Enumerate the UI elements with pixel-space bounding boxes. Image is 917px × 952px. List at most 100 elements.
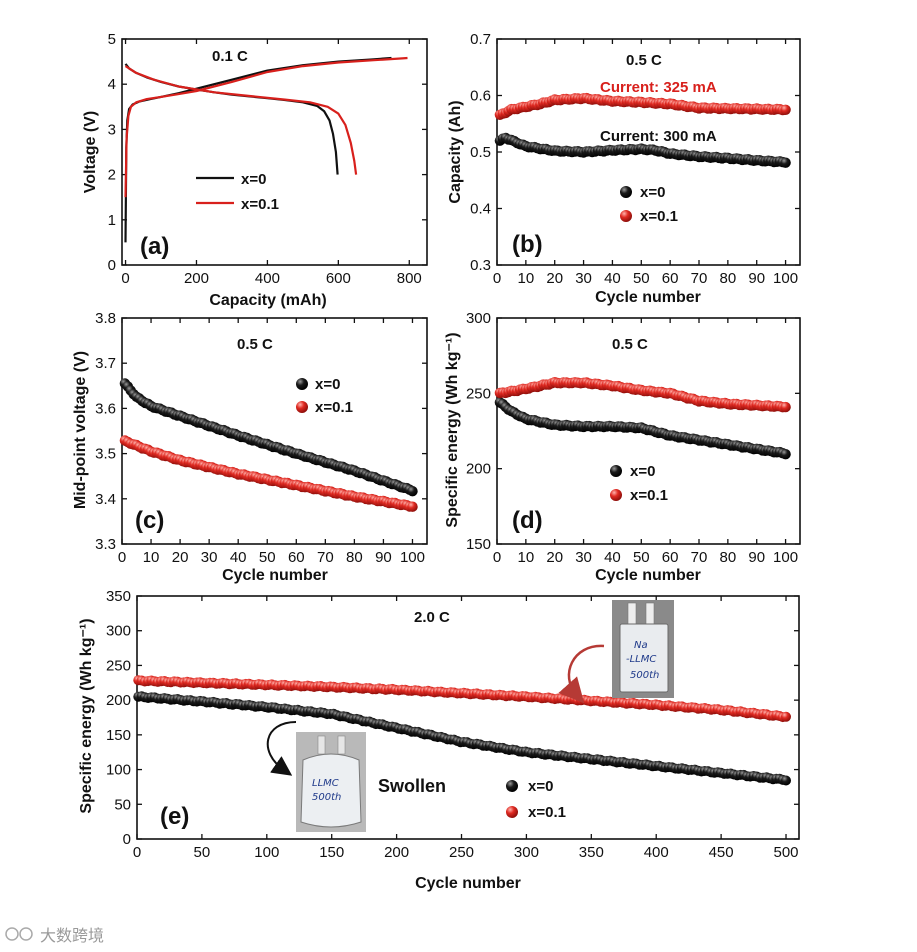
panel-b-current-325-label: Current: 325 mA (600, 79, 717, 96)
x-tick-label: 30 (575, 270, 592, 287)
panel-c-legend: x=0 x=0.1 (296, 376, 353, 416)
x-tick-label: 150 (319, 844, 344, 861)
y-tick-label: 0 (108, 257, 116, 274)
panel-a-ylabel: Voltage (V) (82, 111, 99, 193)
watermark-text: 大数跨境 (40, 926, 104, 945)
y-tick-label: 3.5 (95, 446, 116, 463)
y-tick-label: 300 (466, 310, 491, 327)
normal-cell-arrow (558, 644, 605, 704)
y-tick-label: 200 (466, 461, 491, 478)
cell-tab-left (317, 735, 326, 755)
x-tick-label: 80 (720, 549, 737, 566)
panel-d-specific-energy: 0 10 20 30 40 50 60 70 80 90 100 150 200 250 300 (d) 0… (444, 310, 801, 584)
x-tick-label: 10 (518, 549, 535, 566)
series-x01-point (407, 501, 418, 512)
legend-label-x0: x=0 (528, 778, 553, 795)
series-x0-point (780, 157, 791, 168)
y-tick-label: 2 (108, 167, 116, 184)
watermark-logo-icon (19, 927, 33, 941)
y-tick-label: 300 (106, 623, 131, 640)
x-tick-label: 0 (121, 270, 129, 287)
series-x01-point (781, 711, 791, 722)
x-tick-label: 60 (662, 270, 679, 287)
panel-b-ylabel: Capacity (Ah) (447, 100, 464, 203)
y-tick-label: 0.7 (470, 31, 491, 48)
legend-label-x0: x=0 (315, 376, 340, 393)
y-tick-label: 0.4 (470, 201, 491, 218)
normal-cell-photo: Na -LLMC 500th (612, 600, 674, 698)
panel-c-xlabel: Cycle number (222, 567, 328, 584)
cell-tab-right (645, 602, 655, 626)
legend-label-x0: x=0 (640, 184, 665, 201)
y-tick-label: 200 (106, 692, 131, 709)
y-tick-label: 100 (106, 762, 131, 779)
panel-c-midpoint-voltage: 0 10 20 30 40 50 60 70 80 90 100 3.3 3.4 3.5 3.6 3.7 3.8… (72, 310, 428, 584)
x-tick-label: 10 (143, 549, 160, 566)
x-tick-label: 400 (255, 270, 280, 287)
panel-a-plot-area: 0 200 400 600 800 0 1 2 3 4 5 (108, 31, 428, 287)
legend-label-x0: x=0 (241, 171, 266, 188)
y-tick-label: 3.4 (95, 491, 116, 508)
x-tick-label: 90 (375, 549, 392, 566)
series-x0-point (780, 449, 791, 460)
y-tick-label: 0.5 (470, 144, 491, 161)
panel-e-specific-energy-500: 0 50 100 150 200 250 300 350 400 450 500 0 50 100 150 2… (78, 588, 800, 892)
series-x01-point (780, 401, 791, 413)
x-tick-label: 40 (604, 270, 621, 287)
x-tick-label: 90 (748, 270, 765, 287)
panel-e-plot-area: 0 50 100 150 200 250 300 350 400 450 500 0 50 100 150 2… (106, 588, 800, 861)
y-tick-label: 150 (466, 536, 491, 553)
x-tick-label: 60 (288, 549, 305, 566)
cell-tab-right (337, 735, 346, 755)
panel-a-legend: x=0 x=0.1 (196, 171, 279, 213)
y-tick-label: 50 (114, 796, 131, 813)
panel-a-voltage-capacity: 0 200 400 600 800 0 1 2 3 4 5 (a) 0.1 C Capacity (… (82, 31, 428, 309)
legend-marker-x01 (620, 210, 632, 222)
panel-d-frame (496, 317, 801, 545)
panel-c-letter: (c) (135, 507, 164, 534)
x-tick-label: 100 (773, 549, 798, 566)
panel-c-frame (121, 317, 428, 545)
y-tick-label: 3.3 (95, 536, 116, 553)
normal-cell-handwriting-3: 500th (630, 670, 659, 681)
x-tick-label: 0 (493, 270, 501, 287)
panel-e-letter: (e) (160, 803, 189, 830)
legend-marker-x0 (506, 780, 518, 792)
swollen-cell-handwriting-2: 500th (312, 792, 341, 803)
panel-d-xlabel: Cycle number (595, 567, 701, 584)
panel-c-plot-area: 0 10 20 30 40 50 60 70 80 90 100 3.3 3.4 3.5 3.6 3.7 3.8 (95, 310, 428, 566)
panel-a-xlabel: Capacity (mAh) (209, 292, 326, 309)
x-tick-label: 100 (254, 844, 279, 861)
x-tick-label: 10 (518, 270, 535, 287)
normal-cell-handwriting-1: Na (634, 640, 648, 651)
x-tick-label: 0 (493, 549, 501, 566)
x-tick-label: 400 (644, 844, 669, 861)
watermark-logo-icon (5, 927, 19, 941)
x-tick-label: 80 (346, 549, 363, 566)
x-tick-label: 20 (172, 549, 189, 566)
panel-e-legend: x=0 x=0.1 (506, 778, 566, 821)
series-x0-point (407, 486, 418, 497)
swollen-pouch-body (300, 753, 362, 828)
x-tick-label: 40 (604, 549, 621, 566)
legend-label-x01: x=0.1 (640, 208, 678, 225)
panel-b-letter: (b) (512, 231, 543, 258)
x-tick-label: 70 (691, 270, 708, 287)
x-tick-label: 500 (774, 844, 799, 861)
x-tick-label: 40 (230, 549, 247, 566)
panel-e-xlabel: Cycle number (415, 875, 521, 892)
x-tick-label: 600 (326, 270, 351, 287)
x-tick-label: 80 (720, 270, 737, 287)
x-tick-label: 20 (546, 270, 563, 287)
series-x01-discharge-curve (124, 65, 358, 175)
legend-marker-x0 (296, 378, 308, 390)
y-tick-label: 250 (466, 385, 491, 402)
series-x0-point (781, 775, 791, 786)
x-tick-label: 50 (633, 270, 650, 287)
swollen-cell-handwriting-1: LLMC (312, 778, 339, 789)
legend-marker-x0 (610, 465, 622, 477)
normal-cell-handwriting-2: -LLMC (626, 654, 656, 665)
x-tick-label: 450 (709, 844, 734, 861)
x-tick-label: 30 (201, 549, 218, 566)
